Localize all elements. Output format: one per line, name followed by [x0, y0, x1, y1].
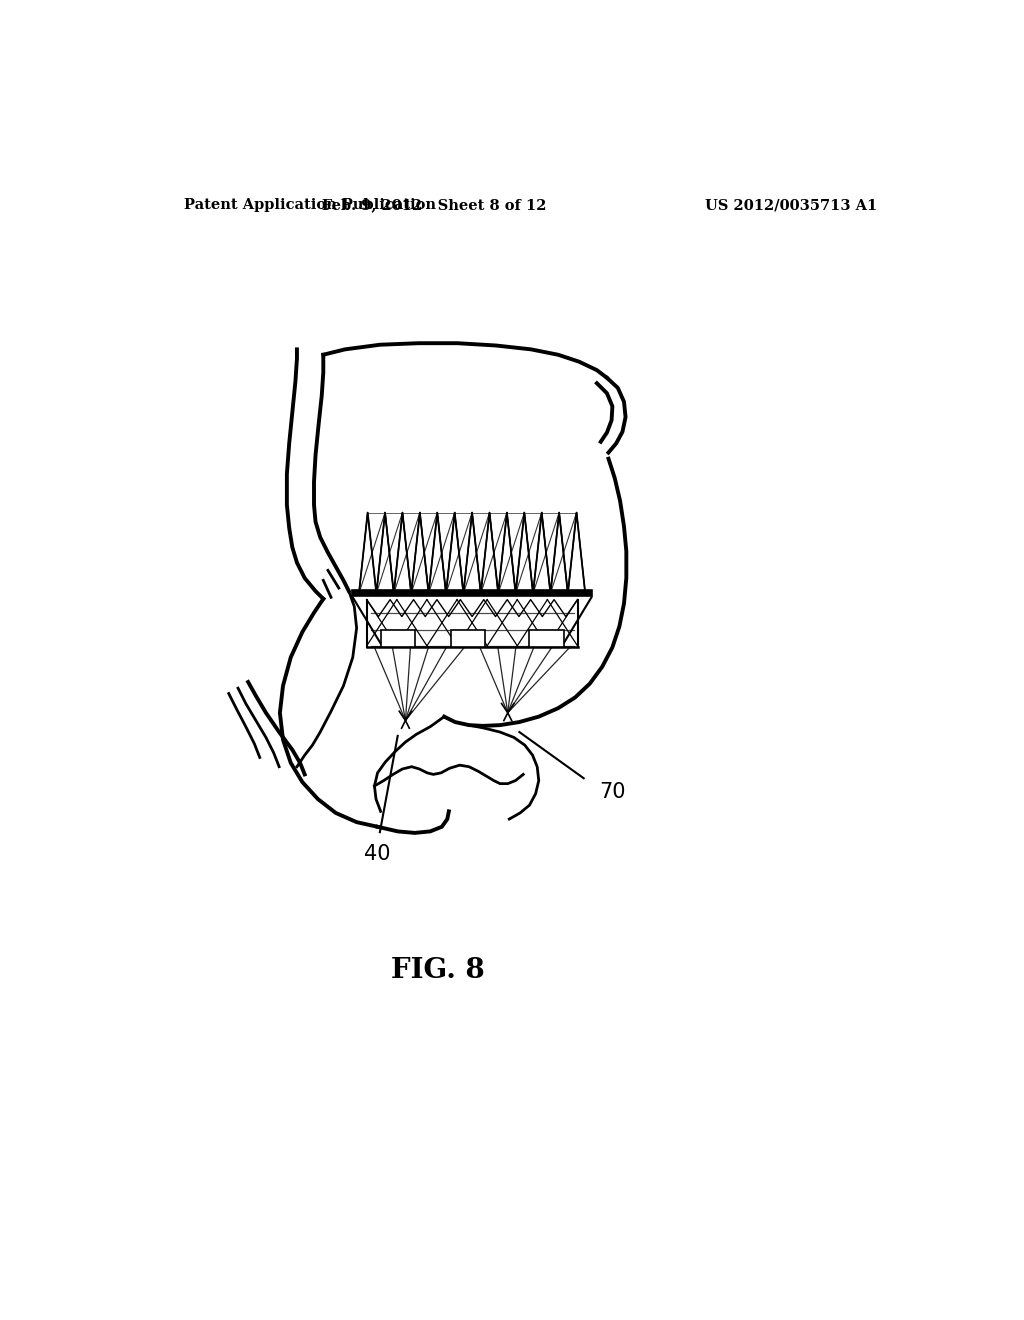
- Text: FIG. 8: FIG. 8: [391, 957, 485, 985]
- Bar: [381, 631, 415, 647]
- Bar: [452, 631, 485, 647]
- Text: 40: 40: [365, 843, 391, 863]
- Text: 70: 70: [599, 781, 626, 803]
- Text: US 2012/0035713 A1: US 2012/0035713 A1: [706, 198, 878, 213]
- Text: Feb. 9, 2012   Sheet 8 of 12: Feb. 9, 2012 Sheet 8 of 12: [322, 198, 547, 213]
- Bar: [529, 631, 563, 647]
- Text: Patent Application Publication: Patent Application Publication: [183, 198, 436, 213]
